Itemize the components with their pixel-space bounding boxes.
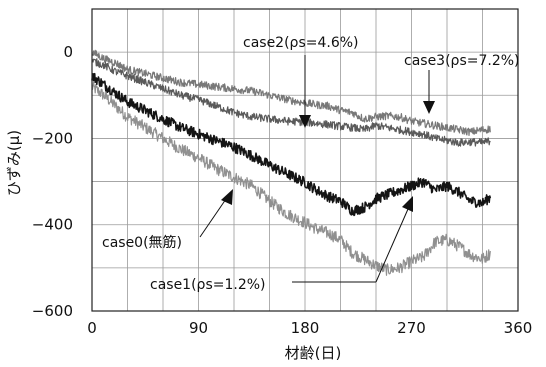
annotation-layer: case2(ρs=4.6%) case3(ρs=7.2%) case0(無筋) … [102, 35, 520, 293]
x-tick-label: 270 [397, 319, 426, 337]
annotation-case2-label: case2(ρs=4.6%) [243, 35, 359, 51]
annotation-case0-leader [199, 198, 227, 238]
annotation-case3-label: case3(ρs=7.2%) [404, 53, 520, 69]
y-tick-label: −200 [32, 129, 73, 147]
series-case3-line [91, 49, 491, 136]
series-case0-line [91, 72, 492, 217]
y-axis-title: ひずみ(μ) [5, 130, 23, 196]
annotation-case3-arrowhead [423, 101, 435, 114]
x-tick-label: 180 [291, 319, 320, 337]
series-layer [91, 49, 492, 276]
y-tick-label: 0 [63, 43, 73, 61]
x-tick-label: 360 [504, 319, 533, 337]
annotation-case0-label: case0(無筋) [102, 234, 182, 251]
x-tick-label: 90 [189, 319, 208, 337]
annotation-case1-arrowhead [402, 196, 413, 212]
annotation-case0-arrowhead [221, 189, 233, 205]
annotation-case2-arrowhead [299, 115, 311, 128]
tick-layer: 0 90 180 270 360 0 −200 −400 −600 [32, 43, 533, 337]
series-case2-line [91, 58, 491, 147]
y-tick-label: −400 [32, 216, 73, 234]
plot-frame [91, 8, 519, 312]
x-axis-title: 材齢(日) [285, 344, 342, 362]
x-tick-label: 0 [87, 319, 97, 337]
series-case1-line [91, 81, 491, 276]
annotation-case1-leader-diag [375, 208, 409, 283]
y-tick-label: −600 [32, 302, 73, 320]
annotation-case1-label: case1(ρs=1.2%) [150, 277, 266, 293]
